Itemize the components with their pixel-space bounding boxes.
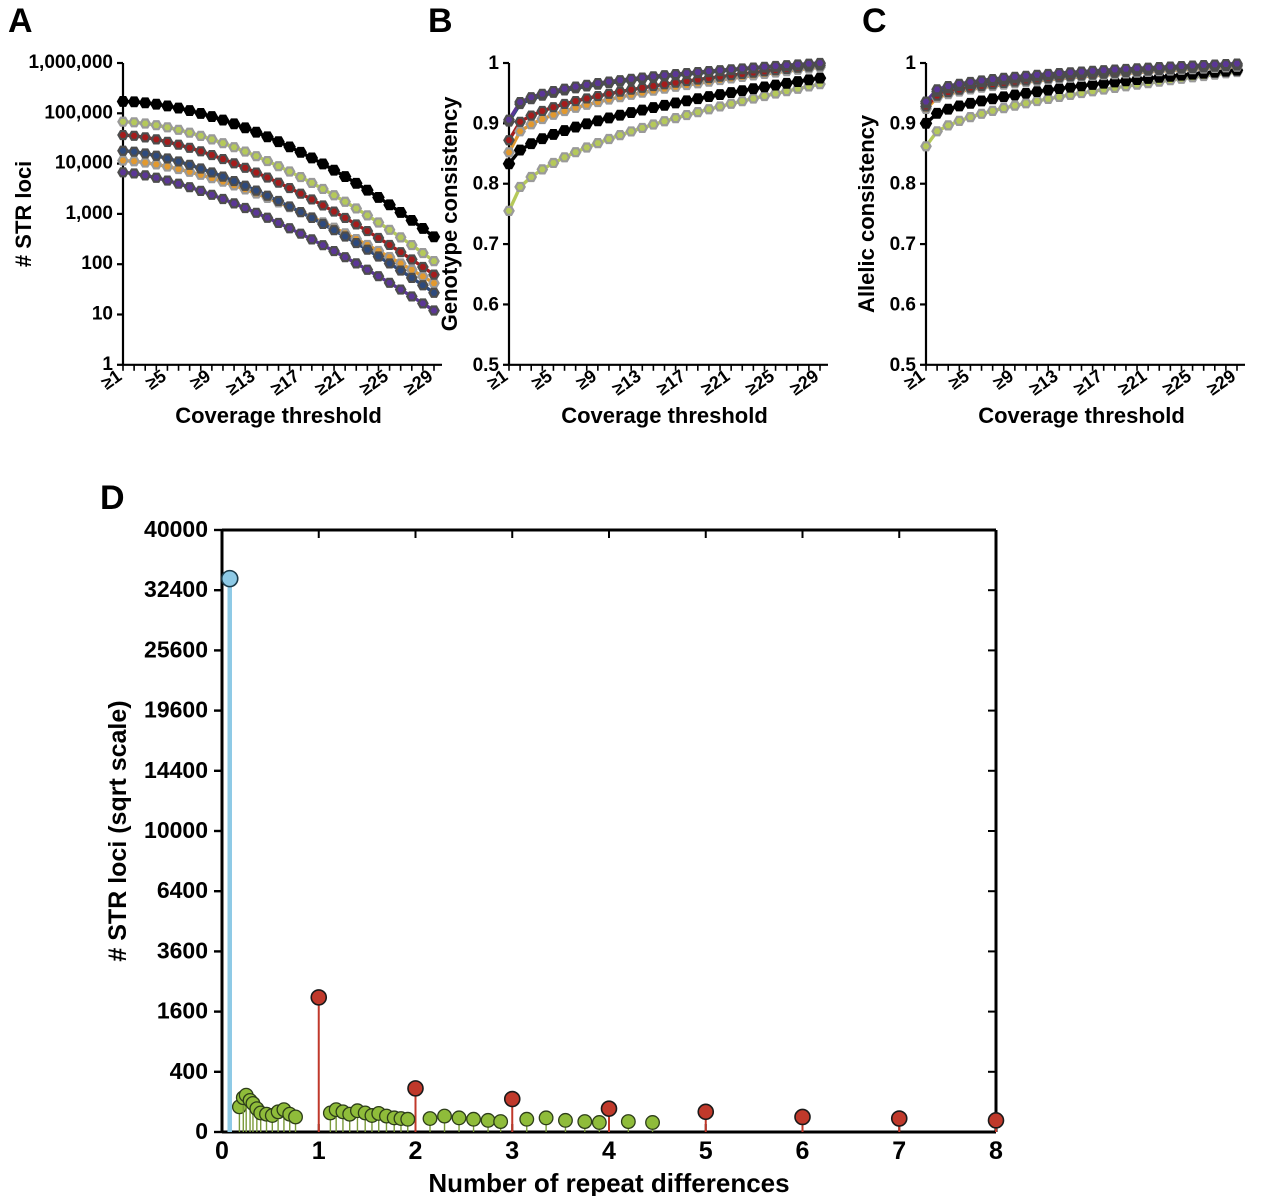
svg-text:1: 1 — [312, 1137, 326, 1165]
svg-text:D: D — [100, 479, 125, 517]
svg-text:3: 3 — [505, 1137, 519, 1165]
svg-text:# STR loci (sqrt scale): # STR loci (sqrt scale) — [104, 700, 132, 961]
svg-text:0.7: 0.7 — [473, 234, 499, 255]
svg-text:0.8: 0.8 — [473, 174, 499, 195]
svg-text:1600: 1600 — [157, 998, 208, 1024]
svg-text:5: 5 — [699, 1137, 713, 1165]
svg-text:400: 400 — [170, 1058, 208, 1084]
svg-text:100: 100 — [81, 253, 113, 274]
svg-text:19600: 19600 — [144, 697, 208, 723]
svg-text:6400: 6400 — [157, 877, 208, 903]
svg-text:B: B — [428, 2, 453, 40]
svg-text:8: 8 — [989, 1137, 1003, 1165]
svg-text:Coverage threshold: Coverage threshold — [561, 403, 768, 428]
svg-text:0: 0 — [215, 1137, 229, 1165]
svg-text:0.7: 0.7 — [890, 234, 916, 255]
svg-text:C: C — [862, 2, 887, 40]
svg-text:10: 10 — [92, 304, 113, 325]
svg-text:4: 4 — [602, 1137, 616, 1165]
svg-text:32400: 32400 — [144, 576, 208, 602]
svg-text:10,000: 10,000 — [55, 153, 113, 174]
svg-text:Number of repeat differences: Number of repeat differences — [428, 1168, 789, 1196]
svg-text:7: 7 — [892, 1137, 906, 1165]
svg-text:Coverage threshold: Coverage threshold — [175, 403, 382, 428]
svg-text:0.6: 0.6 — [890, 294, 916, 315]
svg-text:0.6: 0.6 — [473, 294, 499, 315]
svg-text:Allelic consistency: Allelic consistency — [854, 114, 879, 313]
svg-text:# STR loci: # STR loci — [11, 161, 36, 267]
svg-text:1: 1 — [488, 53, 499, 74]
svg-text:0.9: 0.9 — [890, 113, 916, 134]
svg-text:0.8: 0.8 — [890, 174, 916, 195]
svg-text:25600: 25600 — [144, 636, 208, 662]
svg-text:0: 0 — [195, 1118, 208, 1144]
svg-text:100,000: 100,000 — [44, 102, 113, 123]
svg-text:40000: 40000 — [144, 516, 208, 542]
svg-text:14400: 14400 — [144, 757, 208, 783]
svg-text:1,000: 1,000 — [65, 203, 113, 224]
svg-text:Coverage threshold: Coverage threshold — [978, 403, 1185, 428]
svg-text:6: 6 — [796, 1137, 810, 1165]
svg-text:1,000,000: 1,000,000 — [28, 52, 113, 73]
svg-text:3600: 3600 — [157, 937, 208, 963]
svg-text:2: 2 — [409, 1137, 423, 1165]
svg-text:10000: 10000 — [144, 817, 208, 843]
svg-text:A: A — [8, 2, 33, 40]
svg-text:Genotype consistency: Genotype consistency — [437, 96, 462, 332]
svg-text:0.9: 0.9 — [473, 113, 499, 134]
svg-text:1: 1 — [905, 53, 916, 74]
